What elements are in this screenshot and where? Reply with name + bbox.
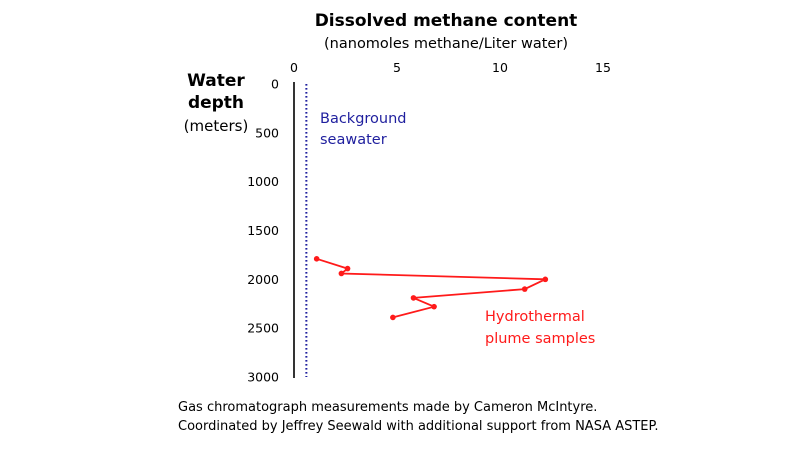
hydrothermal-plume-label-line-1: Hydrothermal <box>485 309 585 325</box>
y-tick-label: 1500 <box>247 223 279 238</box>
caption-line-1: Gas chromatograph measurements made by C… <box>178 400 597 415</box>
background-seawater-label-line-2: seawater <box>320 132 387 148</box>
hydrothermal-plume-label-line-2: plume samples <box>485 331 595 347</box>
hydrothermal-plume-point <box>410 295 417 301</box>
y-tick-labels: 0 500 1000 1500 2000 2500 3000 <box>247 77 279 385</box>
hydrothermal-plume-point <box>542 276 549 283</box>
hydrothermal-plume-point <box>344 265 351 272</box>
chart-subtitle: (nanomoles methane/Liter water) <box>324 36 568 52</box>
y-tick-label: 0 <box>271 77 279 92</box>
y-tick-label: 2000 <box>247 272 279 287</box>
x-tick-label: 5 <box>393 60 401 75</box>
y-tick-label: 1000 <box>247 174 279 189</box>
hydrothermal-plume-point <box>338 270 345 277</box>
hydrothermal-plume-point <box>390 314 396 321</box>
x-tick-label: 10 <box>492 60 508 75</box>
y-tick-label: 2500 <box>247 321 279 336</box>
chart-title: Dissolved methane content <box>315 11 578 31</box>
y-axis-label-line-1: Water <box>187 71 245 91</box>
y-tick-label: 3000 <box>247 370 279 385</box>
hydrothermal-plume-point <box>521 286 528 292</box>
y-axis-label-line-3: (meters) <box>184 117 249 135</box>
x-tick-label: 0 <box>290 60 298 75</box>
background-seawater-label-line-1: Background <box>320 111 407 127</box>
y-tick-label: 500 <box>255 125 279 140</box>
series-layer <box>305 84 549 377</box>
hydrothermal-plume-point <box>313 256 320 262</box>
x-tick-label: 15 <box>595 60 611 75</box>
hydrothermal-plume-point <box>431 303 437 310</box>
caption-line-2: Coordinated by Jeffrey Seewald with addi… <box>178 419 658 434</box>
x-tick-labels: 0 5 10 15 <box>290 60 611 75</box>
y-axis-label-line-2: depth <box>188 93 244 113</box>
